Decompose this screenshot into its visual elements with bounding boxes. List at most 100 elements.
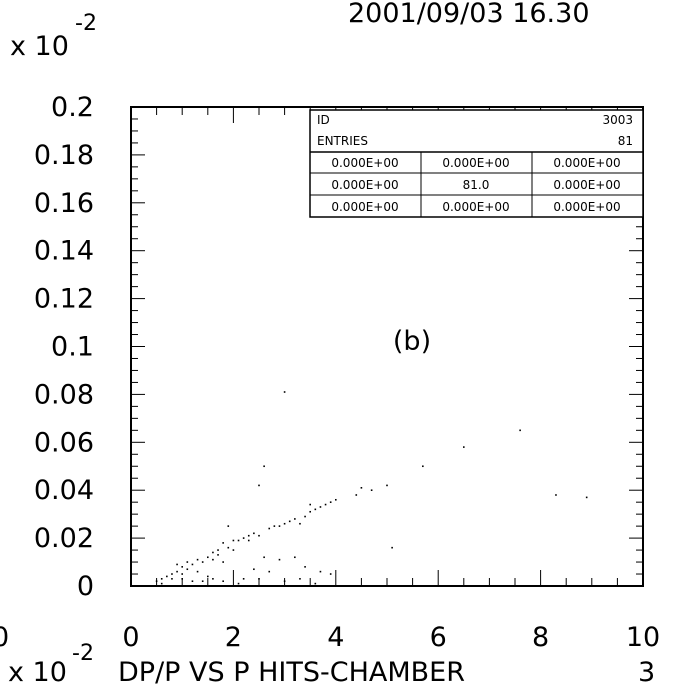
scatter-point — [253, 568, 255, 571]
y-tick-label: 0.06 — [34, 427, 94, 458]
stats-box-frame — [309, 109, 644, 218]
scatter-point — [212, 558, 214, 561]
stats-cell: 81.0 — [463, 178, 490, 192]
stats-id-value: 3003 — [602, 113, 633, 127]
scatter-point — [268, 527, 271, 530]
scatter-point — [329, 501, 332, 503]
y-tick-label: 0.1 — [51, 332, 94, 363]
y-tick-label: 0 — [77, 571, 94, 602]
scatter-point — [283, 522, 286, 525]
x-tick-label: 4 — [327, 622, 344, 653]
y-multiplier-prefix: x 10 — [10, 31, 69, 62]
y-tick-label: 0.18 — [34, 140, 94, 171]
y-tick-label: 0.02 — [34, 523, 94, 554]
y-tick-label: 0.04 — [34, 475, 94, 506]
scatter-point — [299, 578, 301, 580]
scatter-point — [268, 570, 271, 573]
stats-entries-label: ENTRIES — [317, 134, 368, 148]
scatter-point — [283, 580, 286, 583]
scatter-point — [294, 518, 296, 520]
scatter-point — [232, 539, 235, 542]
scatter-point — [171, 573, 173, 575]
scatter-point — [191, 563, 194, 566]
scatter-point — [160, 578, 163, 580]
scatter-point — [370, 489, 373, 491]
scatter-point — [222, 580, 224, 583]
scatter-point — [242, 537, 245, 539]
scatter-point — [237, 539, 240, 542]
scatter-point — [186, 568, 189, 571]
y-tick-label: 0.12 — [34, 284, 94, 315]
scatter-point — [222, 561, 224, 563]
x-tick-label: 8 — [532, 622, 549, 653]
x-multiplier-exponent: -2 — [72, 641, 94, 666]
scatter-point — [329, 573, 332, 575]
stats-cell: 0.000E+00 — [331, 200, 398, 214]
scatter-point — [309, 510, 311, 513]
scatter-point — [288, 520, 291, 523]
scatter-point — [196, 570, 199, 573]
scatter-point — [355, 494, 358, 496]
scatter-point — [278, 525, 281, 527]
scatter-point — [324, 503, 327, 506]
x-tick-labels: 0 2 4 6 8 10 — [122, 622, 660, 653]
scatter-point — [319, 570, 322, 573]
scatter-point — [217, 549, 219, 551]
scatter-point — [217, 554, 219, 556]
stats-entries-value: 81 — [618, 134, 633, 148]
scatter-point — [181, 566, 183, 568]
scatter-point — [207, 575, 209, 578]
scatter-point — [237, 582, 240, 585]
scatter-point — [314, 508, 317, 511]
scatter-point — [391, 546, 393, 549]
scatter-point — [309, 503, 311, 506]
scatter-point — [181, 573, 183, 575]
scatter-point — [242, 578, 245, 580]
y-tick-labels: 0 0.02 0.04 0.06 0.08 0.1 0.12 0.14 0.16 0.18 0.2 — [34, 92, 94, 602]
scatter-point — [258, 578, 260, 580]
scatter-point — [186, 561, 189, 563]
scatter-point — [299, 522, 301, 525]
scatter-point — [278, 558, 281, 561]
scatter-point — [263, 465, 265, 468]
x-tick-label: 0 — [122, 622, 139, 653]
scatter-point — [294, 556, 296, 559]
scatter-point — [258, 534, 260, 537]
scatter-point — [181, 578, 183, 580]
x-tick-label: 2 — [225, 622, 242, 653]
scatter-point — [258, 484, 260, 487]
scatter-point — [360, 487, 363, 489]
stats-cell: 0.000E+00 — [442, 156, 509, 170]
stats-cell: 0.000E+00 — [553, 156, 620, 170]
scatter-point — [232, 549, 235, 551]
scatter-points — [155, 391, 588, 585]
x-multiplier-prefix: x 10 — [8, 657, 67, 688]
scatter-point — [335, 498, 337, 501]
scatter-point — [155, 580, 158, 583]
x-left-edge-label: 0 — [0, 622, 9, 653]
scatter-point — [555, 494, 557, 496]
scatter-point — [519, 429, 521, 432]
scatter-point — [166, 575, 168, 578]
scatter-point — [207, 556, 209, 559]
scatter-point — [283, 391, 286, 393]
scatter-point — [191, 580, 194, 583]
scatter-point — [247, 539, 250, 542]
panel-label: (b) — [393, 326, 431, 357]
stats-cell: 0.000E+00 — [442, 200, 509, 214]
stats-cell: 0.000E+00 — [553, 178, 620, 192]
scatter-point — [222, 542, 224, 544]
x-tick-label: 6 — [430, 622, 447, 653]
stats-cell: 0.000E+00 — [331, 156, 398, 170]
stats-id-label: ID — [317, 113, 330, 127]
x-tick-label: 10 — [626, 622, 660, 653]
scatter-point — [227, 525, 230, 527]
stats-box: ID 3003 ENTRIES 81 0.000E+00 0.000E+00 0… — [309, 109, 644, 218]
footer-number: 3 — [638, 657, 655, 688]
scatter-point — [201, 561, 204, 563]
scatter-point — [212, 578, 214, 580]
stats-cell: 0.000E+00 — [553, 200, 620, 214]
scatter-point — [212, 551, 214, 554]
y-tick-label: 0.2 — [51, 92, 94, 123]
